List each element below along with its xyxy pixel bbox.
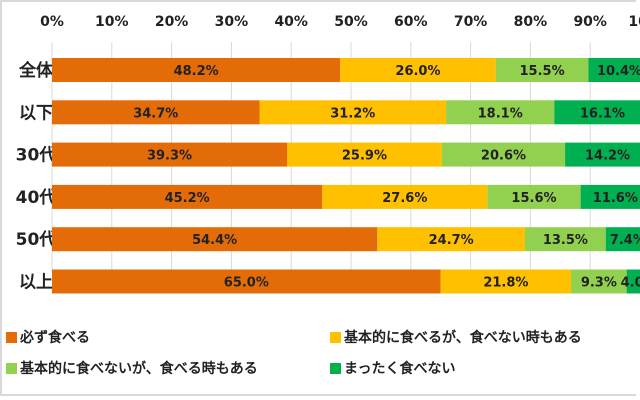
bar-segment-5-2: [571, 269, 627, 294]
x-tick-label-0: 0%: [40, 14, 64, 30]
x-tick-label-9: 90%: [573, 14, 607, 30]
category-label-0: 全体: [18, 60, 54, 81]
legend-item-always-eat: 必ず食べる: [6, 327, 90, 347]
x-tick-label-8: 80%: [514, 14, 548, 30]
data-label-0-0: 48.2%: [174, 64, 219, 79]
legend-item-mostly-not-eat: 基本的に食べないが、食べる時もある: [6, 358, 258, 378]
bar-segment-2-2: [441, 142, 566, 167]
data-label-4-3: 7.4%: [610, 233, 640, 248]
data-label-3-1: 27.6%: [382, 191, 427, 206]
data-label-1-1: 31.2%: [330, 106, 375, 121]
bar-segment-0-3: [588, 58, 640, 82]
legend-swatch-never-eat: [330, 362, 341, 374]
x-tick-label-2: 20%: [155, 14, 189, 30]
data-label-5-2: 9.3%: [581, 276, 617, 291]
bar-segment-2-0: [52, 142, 288, 167]
x-tick-label-4: 40%: [274, 14, 308, 30]
data-label-2-3: 14.2%: [585, 149, 630, 164]
x-tick-label-6: 60%: [394, 14, 428, 30]
bar-segment-4-1: [377, 227, 526, 252]
legend-item-mostly-eat: 基本的に食べるが、食べない時もある: [330, 327, 582, 347]
bar-segment-3-2: [487, 184, 581, 209]
data-label-3-3: 11.6%: [593, 191, 638, 206]
legend-swatch-mostly-eat: [330, 331, 341, 343]
bar-segment-3-0: [52, 184, 323, 209]
x-tick-label-5: 50%: [334, 14, 368, 30]
data-label-5-0: 65.0%: [224, 276, 269, 291]
bar-segment-3-1: [322, 184, 488, 209]
bar-segment-5-1: [440, 269, 572, 294]
category-label-4: 50代: [16, 229, 57, 250]
bar-segment-4-3: [605, 227, 640, 252]
data-label-4-2: 13.5%: [543, 233, 588, 248]
legend-label-never-eat: まったく食べない: [344, 361, 456, 377]
bar-segment-4-2: [525, 227, 606, 252]
category-label-5: 以上: [19, 273, 53, 293]
legend-item-never-eat: まったく食べない: [330, 358, 455, 378]
data-label-3-2: 15.6%: [511, 191, 556, 206]
x-tick-label-7: 70%: [454, 14, 488, 30]
category-label-3: 40代: [16, 187, 57, 208]
legend-swatch-mostly-not-eat: [6, 362, 17, 374]
x-tick-label-10: 100%: [628, 14, 640, 30]
bar-segment-1-3: [554, 100, 640, 125]
data-label-1-2: 18.1%: [478, 106, 523, 121]
data-label-2-1: 25.9%: [342, 149, 387, 164]
bar-segment-0-2: [495, 58, 589, 82]
bar-segment-0-0: [52, 58, 341, 82]
data-label-2-0: 39.3%: [147, 149, 192, 164]
category-label-2: 30代: [16, 145, 57, 166]
data-label-4-0: 54.4%: [192, 233, 237, 248]
x-tick-label-3: 30%: [215, 14, 249, 30]
legend-label-always-eat: 必ず食べる: [20, 330, 90, 346]
data-label-5-1: 21.8%: [483, 276, 528, 291]
x-tick-label-1: 10%: [95, 14, 129, 30]
data-label-1-3: 16.1%: [580, 106, 625, 121]
bar-segment-5-0: [52, 269, 441, 294]
data-label-1-0: 34.7%: [133, 106, 178, 121]
bar-segment-3-3: [580, 184, 640, 209]
bar-segment-1-0: [52, 100, 260, 125]
legend-swatch-always-eat: [6, 331, 17, 343]
data-label-0-3: 10.4%: [597, 64, 640, 79]
data-label-4-1: 24.7%: [429, 233, 474, 248]
data-label-0-1: 26.0%: [395, 64, 440, 79]
legend-label-mostly-eat: 基本的に食べるが、食べない時もある: [344, 330, 582, 346]
bar-segment-2-3: [565, 142, 640, 167]
data-label-0-2: 15.5%: [520, 64, 565, 79]
bar-segment-1-2: [446, 100, 555, 125]
data-label-2-2: 20.6%: [481, 149, 526, 164]
category-label-1: 以下: [19, 103, 53, 123]
legend-label-mostly-not-eat: 基本的に食べないが、食べる時もある: [20, 361, 258, 377]
bar-segment-0-1: [340, 58, 496, 82]
bar-segment-2-1: [287, 142, 442, 167]
bar-segment-4-0: [52, 227, 378, 252]
data-label-5-3: 4.0%: [621, 276, 640, 291]
bar-segment-1-1: [259, 100, 447, 125]
bar-segment-5-3: [626, 269, 640, 294]
data-label-3-0: 45.2%: [165, 191, 210, 206]
